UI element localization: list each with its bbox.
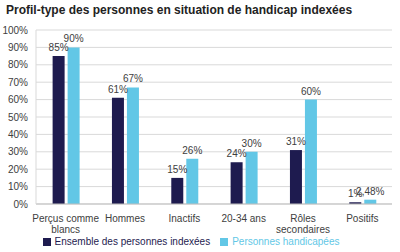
svg-text:24%: 24% (227, 148, 247, 159)
svg-text:50%: 50% (8, 112, 28, 123)
svg-text:0%: 0% (14, 199, 29, 210)
svg-text:60%: 60% (8, 94, 28, 105)
svg-text:60%: 60% (301, 86, 321, 97)
svg-text:20-34 ans: 20-34 ans (221, 213, 265, 224)
html-text:Profil-type des personnes en s: Profil-type des personnes en situation d… (6, 3, 353, 17)
svg-text:61%: 61% (108, 84, 128, 95)
svg-text:Hommes: Hommes (105, 213, 145, 224)
svg-text:31%: 31% (286, 136, 306, 147)
svg-text:Positifs: Positifs (346, 213, 378, 224)
svg-text:2,48%: 2,48% (356, 186, 384, 197)
svg-text:80%: 80% (8, 59, 28, 70)
html-text:Personnes handicapées: Personnes handicapées (232, 236, 340, 247)
svg-text:Rôlessecondaires: Rôlessecondaires (276, 213, 330, 235)
svg-text:100%: 100% (8, 25, 28, 36)
svg-text:30%: 30% (8, 146, 28, 157)
svg-text:90%: 90% (64, 33, 84, 44)
svg-text:Inactifs: Inactifs (168, 213, 200, 224)
svg-text:Perçus commeblancs: Perçus commeblancs (32, 213, 99, 235)
html-text:Ensemble des personnes indexée: Ensemble des personnes indexées (54, 236, 211, 247)
svg-text:70%: 70% (8, 77, 28, 88)
svg-text:20%: 20% (8, 164, 28, 175)
svg-text:30%: 30% (242, 138, 262, 149)
svg-text:90%: 90% (8, 42, 28, 53)
svg-text:40%: 40% (8, 129, 28, 140)
svg-text:85%: 85% (48, 42, 69, 54)
svg-text:26%: 26% (182, 145, 202, 156)
svg-text:10%: 10% (8, 181, 28, 192)
svg-text:67%: 67% (123, 73, 143, 84)
svg-text:15%: 15% (167, 164, 187, 175)
